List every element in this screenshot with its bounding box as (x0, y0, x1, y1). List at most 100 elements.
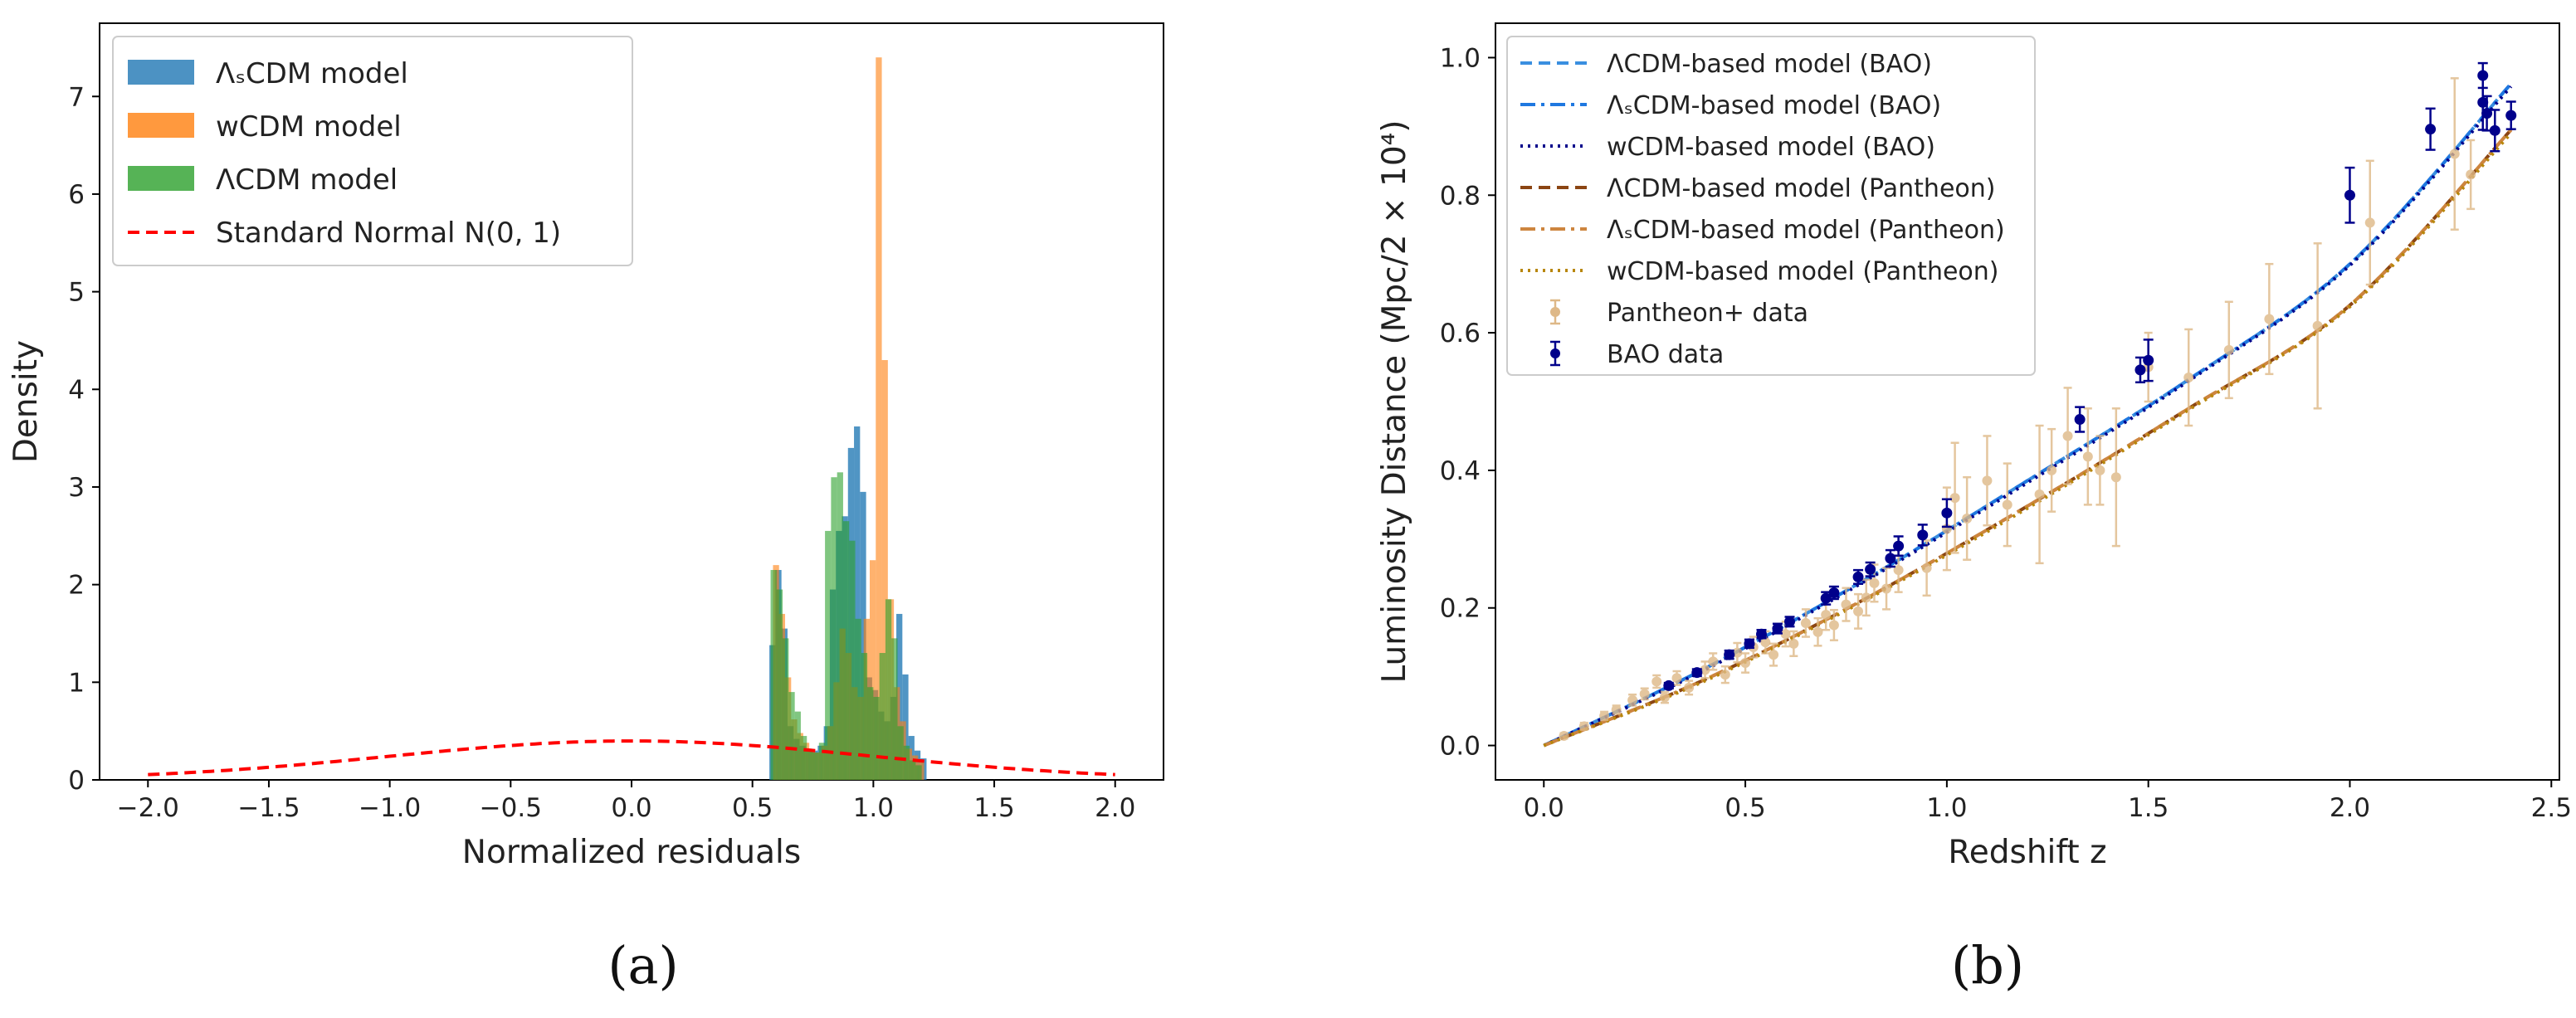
y-tick-label: 1.0 (1440, 43, 1481, 73)
x-tick-label: 2.0 (2330, 793, 2370, 823)
y-tick-label: 0.4 (1440, 456, 1481, 486)
data-point (2143, 339, 2154, 382)
x-tick-label: 1.0 (853, 793, 894, 823)
panel-label-b: (b) (1951, 935, 2024, 996)
marker (2047, 465, 2057, 475)
marker (2481, 108, 2493, 119)
data-point (1865, 561, 1876, 577)
chart-a-y-ticks: 0 1 2 3 4 5 6 7 (68, 82, 100, 796)
data-point (1659, 690, 1670, 704)
histogram-bar (788, 692, 795, 780)
histogram-bar (770, 569, 777, 780)
data-point (1861, 578, 1871, 617)
marker (1559, 730, 1569, 741)
histogram-bar (783, 638, 789, 780)
legend-box (1506, 36, 2036, 376)
marker (1788, 638, 1799, 649)
data-point (1724, 649, 1735, 660)
histogram-series-2 (770, 472, 922, 780)
marker (2344, 189, 2355, 201)
data-point (1708, 652, 1719, 671)
data-point (1812, 616, 1823, 647)
marker (2489, 124, 2500, 136)
histogram-bar (861, 653, 868, 780)
marker (2034, 489, 2045, 499)
legend-label: Pantheon+ data (1607, 299, 1808, 328)
histogram-bar (885, 599, 892, 780)
marker (2074, 414, 2086, 426)
data-point (1962, 475, 1973, 561)
data-point (2223, 300, 2234, 400)
histogram-bar (891, 638, 898, 780)
data-point (2183, 328, 2194, 427)
data-point (2134, 356, 2146, 384)
marker (2312, 320, 2323, 331)
histogram-bar (881, 359, 888, 780)
data-point (1828, 585, 1840, 601)
x-tick-label: 1.0 (1926, 793, 1967, 823)
marker (1756, 628, 1767, 640)
data-point (1578, 721, 1589, 732)
histogram-bar (849, 540, 856, 780)
marker (1853, 606, 1864, 616)
y-tick-label: 4 (68, 375, 85, 405)
legend-swatch (1550, 307, 1560, 317)
chart-a-y-label: Density (7, 340, 45, 463)
chart-b-pantheon-points (1559, 77, 2476, 741)
x-tick-label: 1.5 (2128, 793, 2169, 823)
data-point (1559, 730, 1569, 741)
marker (1852, 571, 1864, 582)
data-point (1885, 548, 1896, 568)
histogram-bar (910, 760, 916, 780)
chart-a: −2.0 −1.5 −1.0 −0.5 0.0 0.5 1.0 1.5 2.0 0 1 2 3 4 5 6 7… (7, 22, 1164, 871)
chart-b-y-label: Luminosity Distance (Mpc/2 × 10⁴) (1376, 120, 1413, 684)
marker (1663, 679, 1675, 691)
panel-label-a: (a) (607, 935, 678, 996)
legend-swatch (128, 60, 194, 85)
histogram-bar (869, 560, 876, 780)
y-tick-label: 0.0 (1440, 732, 1481, 762)
marker (2082, 451, 2093, 462)
data-point (1841, 587, 1852, 622)
marker (1659, 692, 1670, 703)
data-point (2110, 407, 2121, 548)
marker (2062, 431, 2073, 441)
data-point (2074, 406, 2086, 433)
marker (1861, 592, 1871, 603)
data-point (1772, 622, 1783, 635)
data-point (1611, 704, 1622, 715)
histogram-bar (873, 696, 880, 780)
chart-a-legend: ΛₛCDM model wCDM model ΛCDM model Standard … (112, 36, 633, 266)
marker (1780, 629, 1791, 640)
data-point (2364, 159, 2375, 286)
marker (1893, 540, 1905, 552)
legend-box (112, 36, 633, 266)
chart-a-x-label: Normalized residuals (462, 834, 801, 871)
data-point (1684, 679, 1695, 696)
histogram-bar (867, 687, 874, 780)
data-point (2034, 424, 2045, 565)
legend-label: ΛCDM model (216, 163, 398, 197)
histogram-bar (800, 736, 807, 780)
histogram-bar (776, 589, 783, 780)
data-point (2047, 427, 2057, 513)
data-point (1691, 667, 1703, 679)
legend-label: BAO data (1607, 340, 1724, 369)
legend-label: wCDM-based model (Pantheon) (1607, 257, 1999, 286)
marker (1599, 710, 1610, 721)
marker (1893, 565, 1904, 576)
marker (1828, 587, 1840, 598)
marker (1720, 670, 1730, 680)
marker (1820, 592, 1832, 604)
x-tick-label: −1.5 (237, 793, 300, 823)
data-point (2082, 407, 2093, 506)
histogram-bar (842, 521, 850, 780)
data-point (1949, 441, 1960, 554)
x-tick-label: −0.5 (480, 793, 542, 823)
chart-b-frame (1495, 22, 2560, 781)
histogram-bar (818, 743, 826, 780)
marker (2095, 465, 2105, 475)
data-point (2264, 262, 2275, 376)
x-tick-label: 0.0 (1524, 793, 1564, 823)
marker (1769, 650, 1779, 660)
